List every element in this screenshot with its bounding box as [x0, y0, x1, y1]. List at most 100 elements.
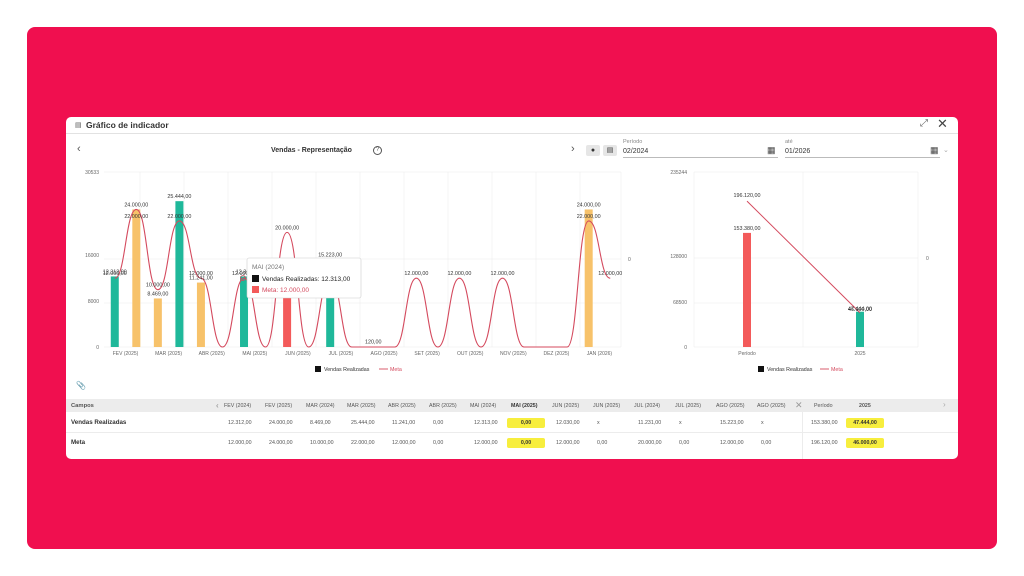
side-y-tick: 0 — [684, 345, 687, 351]
data-label: 11.241,00 — [189, 276, 213, 282]
data-label: 8.469,00 — [147, 291, 168, 297]
period-field[interactable]: 02/2024 — [623, 145, 778, 158]
data-label: 22.000,00 — [167, 214, 191, 220]
column-header[interactable]: FEV (2024) — [224, 403, 252, 409]
table-scroll-right-icon[interactable]: › — [943, 400, 946, 409]
main-legend: Vendas Realizadas Meta — [315, 366, 402, 373]
data-label: 15.223,00 — [318, 253, 342, 259]
tooltip-marker — [240, 275, 246, 281]
bar-sales[interactable] — [153, 298, 162, 347]
table-cell: 24.000,00 — [269, 420, 293, 426]
add-icon[interactable]: ● — [586, 145, 600, 156]
close-icon[interactable]: ✕ — [937, 117, 948, 131]
data-label: 25.444,00 — [167, 194, 191, 200]
side-y-tick: 128000 — [670, 254, 687, 260]
panel-header: ▤ Gráfico de indicador ⤢ ✕ — [66, 117, 958, 134]
x-tick-label: FEV (2025) — [113, 351, 139, 357]
column-header[interactable]: JUL (2024) — [634, 403, 661, 409]
export-icon[interactable]: ▤ — [603, 145, 617, 156]
table-clear-icon[interactable]: ✕ — [795, 400, 803, 410]
side-right-axis-tick: 0 — [926, 256, 929, 262]
table-scroll-left-icon[interactable]: ‹ — [216, 401, 219, 410]
data-label: 22.000,00 — [577, 214, 601, 220]
side-x-tick-label: 2025 — [854, 351, 865, 357]
table-cell: 0,00 — [433, 440, 444, 446]
bar-sales[interactable] — [326, 259, 335, 347]
expand-icon[interactable]: ⤢ — [920, 118, 928, 129]
legend-sales: Vendas Realizadas — [324, 367, 370, 373]
table-cell: 12.312,00 — [228, 420, 252, 426]
table-cell: 12.000,00 — [720, 440, 744, 446]
panel-title: Gráfico de indicador — [86, 120, 169, 130]
column-header[interactable]: FEV (2025) — [265, 403, 293, 409]
side-legend-sales: Vendas Realizadas — [767, 367, 813, 373]
campos-header: Campos — [71, 403, 94, 409]
bar-sales[interactable] — [240, 276, 249, 347]
side-y-tick: 235244 — [670, 170, 687, 176]
main-data-labels: 12.000,0012.312,0024.000,0022.000,0010.0… — [103, 194, 622, 345]
calendar-icon[interactable]: ▦ — [930, 145, 939, 155]
side-data-label: 46.000,00 — [848, 307, 872, 313]
data-label: 24.000,00 — [577, 202, 601, 208]
y-tick: 16000 — [85, 253, 99, 259]
row-divider — [66, 432, 958, 433]
side-x-tick-label: Período — [738, 351, 756, 357]
x-tick-label: MAI (2025) — [242, 351, 267, 357]
data-label: 12.312,00 — [103, 269, 127, 275]
table-cell: x — [761, 420, 764, 426]
table-header: Campos ‹ FEV (2024) FEV (2025) MAR (2024) M… — [66, 399, 958, 412]
side-gridlines — [693, 171, 919, 348]
until-field[interactable]: 01/2026 — [785, 145, 940, 158]
side-bar-sales[interactable] — [743, 232, 751, 347]
column-header[interactable]: JUN (2025) — [593, 403, 621, 409]
column-header[interactable]: MAR (2024) — [306, 403, 335, 409]
data-label: 120,00 — [365, 339, 382, 345]
column-header[interactable]: JUL (2025) — [675, 403, 702, 409]
column-header[interactable]: MAI (2024) — [470, 403, 497, 409]
calendar-icon[interactable]: ▦ — [767, 145, 776, 155]
legend-meta: Meta — [390, 367, 402, 373]
table-cell: x — [679, 420, 682, 426]
column-divider — [802, 412, 803, 459]
column-header[interactable]: JUN (2025) — [552, 403, 580, 409]
info-icon[interactable]: ? — [373, 146, 382, 155]
table-cell: 0,00 — [597, 440, 608, 446]
table-cell: 0,00 — [761, 440, 772, 446]
tooltip-line-sales: Vendas Realizadas: 12.313,00 — [262, 276, 351, 283]
x-tick-label: MAR (2025) — [155, 351, 182, 357]
column-header[interactable]: AGO (2025) — [757, 403, 786, 409]
right-axis-tick: 0 — [628, 257, 631, 263]
bar-sales[interactable] — [584, 209, 593, 347]
table-cell: 12.000,00 — [392, 440, 416, 446]
tooltip-line-meta: Meta: 12.000,00 — [262, 287, 309, 294]
until-label: até — [785, 139, 793, 145]
chevron-down-icon[interactable]: ⌄ — [943, 147, 949, 154]
main-y-axis: 30533 16000 8000 0 0 — [85, 170, 631, 351]
column-header[interactable]: ABR (2025) — [388, 403, 416, 409]
column-header[interactable]: AGO (2025) — [716, 403, 745, 409]
chart-title: Vendas - Representação — [271, 147, 352, 154]
column-header[interactable]: MAI (2025) — [511, 403, 538, 409]
tooltip-swatch-meta — [252, 286, 259, 293]
side-legend-swatch-sales — [758, 366, 764, 372]
chart-tooltip: MAI (2024) Vendas Realizadas: 12.313,00 … — [240, 257, 362, 299]
bar-sales[interactable] — [132, 209, 141, 347]
bar-sales[interactable] — [283, 278, 292, 347]
table-cell: 12.313,00 — [474, 420, 498, 426]
table-cell: 12.000,00 — [556, 440, 580, 446]
chevron-right-icon[interactable]: › — [571, 143, 575, 155]
attachment-icon[interactable]: 📎 — [76, 381, 86, 390]
chevron-left-icon[interactable]: ‹ — [77, 143, 81, 155]
table-cell: 25.444,00 — [351, 420, 375, 426]
column-header[interactable]: ABR (2025) — [429, 403, 457, 409]
column-header[interactable]: MAR (2025) — [347, 403, 376, 409]
y-tick: 8000 — [88, 299, 99, 305]
period-value: 02/2024 — [623, 148, 649, 155]
side-bar-sales[interactable] — [856, 311, 864, 347]
chart-icon: ▤ — [75, 122, 82, 129]
bar-sales[interactable] — [110, 276, 119, 347]
data-label: 12.000,00 — [447, 271, 471, 277]
bar-sales[interactable] — [196, 282, 205, 347]
bar-sales[interactable] — [175, 201, 184, 347]
data-label: 12.000,00 — [491, 271, 515, 277]
